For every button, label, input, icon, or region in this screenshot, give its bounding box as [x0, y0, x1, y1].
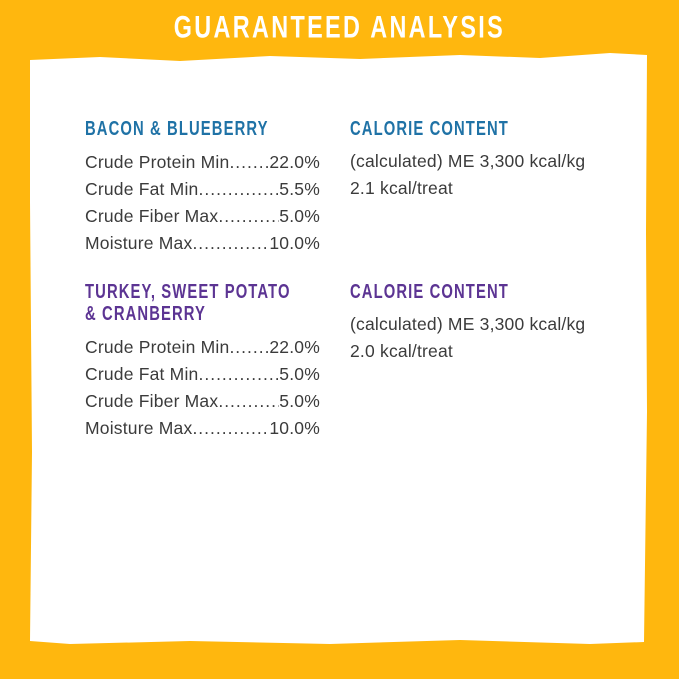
calorie-line: 2.1 kcal/treat [350, 178, 453, 198]
leader-dots [192, 230, 269, 257]
nutrition-value: 5.0% [279, 364, 320, 384]
section-calorie-content-bacon: CALORIE CONTENT (calculated) ME 3,300 kc… [350, 117, 625, 202]
section-heading-text: BACON & BLUEBERRY [85, 117, 269, 141]
section-heading-text: TURKEY, SWEET POTATO [85, 280, 291, 304]
leader-dots [198, 361, 279, 388]
nutrition-value: 5.0% [279, 206, 320, 226]
leader-dots [198, 176, 279, 203]
nutrition-label: Moisture Max [85, 233, 193, 253]
title-band: GUARANTEED ANALYSIS [0, 0, 679, 56]
nutrition-row: Crude Fat Min 5.0% [85, 361, 320, 388]
nutrition-row: Crude Protein Min 22.0% [85, 149, 320, 176]
leader-dots [192, 415, 269, 442]
section-heading: BACON & BLUEBERRY [85, 117, 320, 141]
nutrition-row: Crude Fiber Max 5.0% [85, 388, 320, 415]
leader-dots [229, 149, 269, 176]
nutrition-value: 5.5% [279, 179, 320, 199]
leader-dots [218, 203, 279, 230]
section-turkey-sweet-potato-cranberry: TURKEY, SWEET POTATO & CRANBERRY Crude P… [85, 280, 320, 442]
section-bacon-blueberry: BACON & BLUEBERRY Crude Protein Min 22.0… [85, 117, 320, 257]
section-heading: CALORIE CONTENT [350, 280, 625, 304]
section-heading: TURKEY, SWEET POTATO & CRANBERRY [85, 280, 320, 326]
section-heading: CALORIE CONTENT [350, 117, 625, 141]
nutrition-value: 5.0% [279, 391, 320, 411]
section-heading-text: CALORIE CONTENT [350, 280, 509, 304]
nutrition-row: Moisture Max 10.0% [85, 415, 320, 442]
calorie-line: (calculated) ME 3,300 kcal/kg [350, 151, 586, 171]
nutrition-label: Crude Protein Min [85, 337, 230, 357]
nutrition-row: Moisture Max 10.0% [85, 230, 320, 257]
page-title: GUARANTEED ANALYSIS [173, 10, 506, 45]
calorie-line: (calculated) ME 3,300 kcal/kg [350, 314, 586, 334]
nutrition-label: Crude Fat Min [85, 179, 199, 199]
section-heading-text: CALORIE CONTENT [350, 117, 509, 141]
nutrition-value: 22.0% [269, 152, 320, 172]
section-calorie-content-turkey: CALORIE CONTENT (calculated) ME 3,300 kc… [350, 280, 625, 365]
calorie-line: 2.0 kcal/treat [350, 341, 453, 361]
nutrition-value: 22.0% [269, 337, 320, 357]
nutrition-value: 10.0% [269, 418, 320, 438]
leader-dots [218, 388, 279, 415]
section-heading-text: & CRANBERRY [85, 302, 207, 326]
nutrition-label: Moisture Max [85, 418, 193, 438]
nutrition-label: Crude Protein Min [85, 152, 230, 172]
nutrition-row: Crude Protein Min 22.0% [85, 334, 320, 361]
white-panel [30, 53, 647, 644]
nutrition-label: Crude Fiber Max [85, 391, 219, 411]
nutrition-row: Crude Fiber Max 5.0% [85, 203, 320, 230]
calorie-lines: (calculated) ME 3,300 kcal/kg 2.1 kcal/t… [350, 148, 625, 202]
nutrition-row: Crude Fat Min 5.5% [85, 176, 320, 203]
nutrition-value: 10.0% [269, 233, 320, 253]
nutrition-rows: Crude Protein Min 22.0% Crude Fat Min 5.… [85, 334, 320, 442]
calorie-lines: (calculated) ME 3,300 kcal/kg 2.0 kcal/t… [350, 311, 625, 365]
nutrition-label: Crude Fat Min [85, 364, 199, 384]
nutrition-rows: Crude Protein Min 22.0% Crude Fat Min 5.… [85, 149, 320, 257]
nutrition-label: Crude Fiber Max [85, 206, 219, 226]
leader-dots [229, 334, 269, 361]
